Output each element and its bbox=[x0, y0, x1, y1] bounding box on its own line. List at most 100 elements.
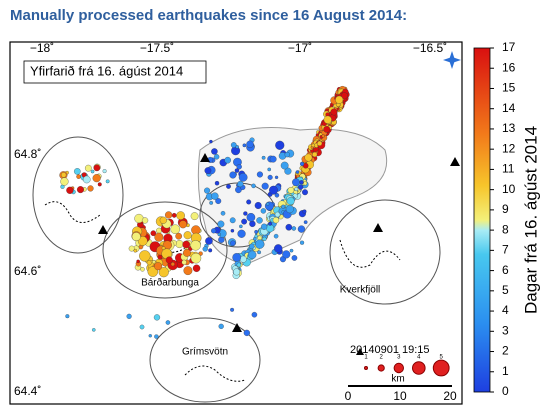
quake bbox=[139, 324, 145, 330]
quake bbox=[140, 267, 145, 272]
quake bbox=[170, 224, 180, 234]
quake bbox=[321, 134, 325, 138]
quake bbox=[229, 171, 237, 179]
quake bbox=[204, 167, 212, 174]
quake bbox=[131, 232, 141, 242]
quake bbox=[230, 142, 237, 148]
quake bbox=[246, 213, 256, 222]
quake bbox=[215, 198, 222, 205]
quake bbox=[220, 211, 226, 216]
quake bbox=[237, 180, 244, 188]
quake bbox=[257, 250, 262, 255]
magnitude-circle bbox=[393, 362, 404, 374]
quake bbox=[251, 183, 256, 189]
colorbar-tick-label: 4 bbox=[502, 303, 509, 317]
quake bbox=[261, 155, 266, 160]
quake bbox=[133, 248, 138, 253]
quake bbox=[323, 115, 332, 124]
quake bbox=[181, 259, 187, 265]
quake bbox=[165, 256, 173, 264]
quake bbox=[292, 178, 300, 187]
colorbar-tick-label: 6 bbox=[502, 263, 509, 277]
place-label: Grímsvötn bbox=[182, 347, 228, 358]
quake bbox=[249, 243, 255, 250]
quake bbox=[254, 230, 259, 234]
quake bbox=[93, 164, 101, 172]
quake bbox=[260, 208, 267, 214]
quake bbox=[74, 168, 81, 175]
quake bbox=[317, 140, 323, 146]
quake bbox=[323, 125, 331, 133]
quake bbox=[295, 170, 300, 174]
compass bbox=[443, 51, 461, 69]
quake bbox=[269, 185, 278, 195]
scale-unit: km bbox=[391, 374, 404, 385]
quake bbox=[229, 217, 236, 224]
quake bbox=[171, 213, 177, 218]
lat-label: 64.6˚ bbox=[14, 264, 41, 278]
quake bbox=[205, 237, 213, 245]
quake bbox=[274, 211, 281, 218]
quake bbox=[76, 174, 81, 179]
quake bbox=[150, 230, 157, 237]
place-label: Bárðarbunga bbox=[141, 277, 199, 289]
quake bbox=[141, 217, 149, 224]
quake bbox=[211, 148, 218, 155]
colorbar bbox=[473, 47, 491, 393]
quake bbox=[105, 179, 110, 184]
quake bbox=[87, 185, 94, 192]
quake bbox=[214, 181, 220, 186]
quake bbox=[157, 254, 163, 260]
scale-label: 10 bbox=[393, 389, 407, 403]
colorbar-tick-label: 15 bbox=[502, 81, 516, 95]
volcano-markers bbox=[98, 153, 460, 355]
quake bbox=[340, 92, 348, 100]
colorbar-tick-label: 12 bbox=[502, 141, 516, 155]
quake bbox=[274, 193, 280, 198]
quake bbox=[256, 217, 263, 224]
quake bbox=[285, 223, 293, 231]
magnitude-label: 1 bbox=[364, 355, 368, 361]
quake bbox=[218, 236, 225, 243]
quake bbox=[190, 212, 199, 220]
quake bbox=[302, 209, 307, 214]
quake bbox=[152, 260, 156, 264]
quake bbox=[272, 216, 280, 224]
quake bbox=[261, 182, 269, 190]
quake bbox=[294, 187, 299, 192]
quake bbox=[312, 151, 318, 158]
quake bbox=[182, 240, 191, 249]
quake bbox=[170, 262, 175, 267]
quake bbox=[224, 156, 231, 164]
quake bbox=[241, 218, 248, 225]
quake bbox=[243, 211, 248, 216]
magnitude-circle bbox=[377, 364, 385, 372]
quake bbox=[273, 233, 279, 239]
scale-label: 20 bbox=[443, 389, 457, 403]
colorbar-tick-label: 17 bbox=[502, 40, 516, 54]
quake bbox=[179, 220, 187, 229]
quake bbox=[60, 172, 67, 178]
magnitude-label: 2 bbox=[380, 355, 384, 361]
quake bbox=[274, 244, 283, 253]
quake bbox=[299, 180, 304, 185]
colorbar-tick-label: 2 bbox=[502, 344, 509, 358]
quake bbox=[253, 237, 257, 241]
colorbar-tick-label: 14 bbox=[502, 101, 516, 115]
quake bbox=[255, 239, 265, 249]
quake bbox=[238, 172, 248, 182]
quake bbox=[230, 307, 235, 312]
quake bbox=[192, 264, 201, 272]
quake bbox=[335, 95, 344, 104]
quake bbox=[299, 161, 305, 166]
quake bbox=[175, 240, 184, 249]
quake bbox=[102, 169, 107, 174]
quake bbox=[84, 164, 92, 172]
quake bbox=[285, 205, 294, 214]
quake bbox=[165, 211, 173, 219]
quake bbox=[303, 181, 308, 186]
quake bbox=[154, 262, 163, 271]
